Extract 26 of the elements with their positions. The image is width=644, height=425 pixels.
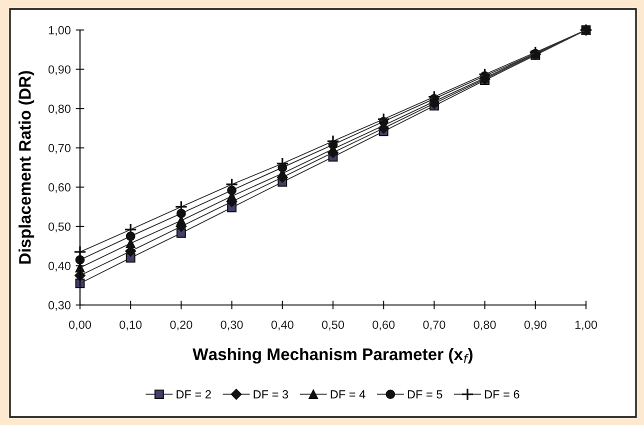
y-tick-label: 1,00 [48,26,71,36]
legend-label: DF = 4 [330,390,366,398]
x-tick-label: 0,60 [372,320,395,330]
y-tick-label: 0,60 [48,183,71,193]
y-tick-label: 0,70 [48,144,71,154]
y-tick-label: 0,30 [48,301,71,311]
y-tick-label: 0,80 [48,104,71,114]
x-tick-label: 0,70 [423,320,446,330]
x-tick-label: 0,80 [474,320,496,330]
x-tick-label: 0,90 [524,320,546,330]
y-axis-title: Displacement Ratio (DR) [18,71,34,264]
x-tick-label: 0,20 [170,320,192,330]
legend-label: DF = 2 [176,390,211,398]
x-tick-label: 0,50 [322,320,344,330]
y-tick-label: 0,40 [48,262,71,272]
x-tick-label: 0,30 [220,320,243,330]
legend-label: DF = 6 [485,390,520,399]
y-tick-label: 0,50 [48,222,71,232]
x-tick-label: 1,00 [575,320,598,330]
legend-label: DF = 5 [408,390,442,399]
legend-label: DF = 3 [254,390,288,399]
x-axis-title: Washing Mechanism Parameter (x$_{f}$) [192,348,472,364]
y-tick-label: 0,90 [48,65,71,76]
x-tick-label: 0,40 [271,320,294,330]
x-tick-label: 0,10 [120,320,142,330]
x-tick-label: 0,00 [68,320,92,330]
